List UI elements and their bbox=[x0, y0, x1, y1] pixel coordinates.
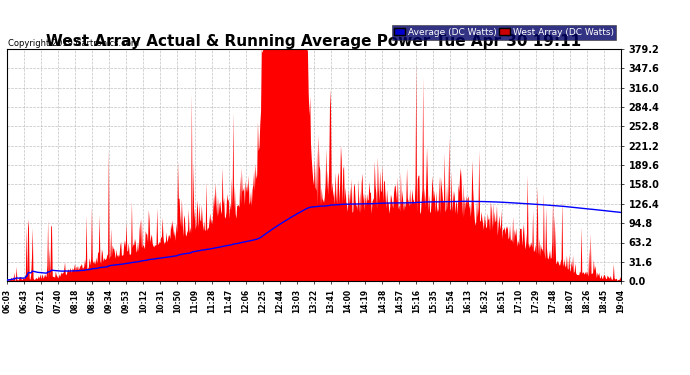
Title: West Array Actual & Running Average Power Tue Apr 30 19:11: West Array Actual & Running Average Powe… bbox=[46, 34, 582, 49]
Legend: Average (DC Watts), West Array (DC Watts): Average (DC Watts), West Array (DC Watts… bbox=[391, 26, 616, 40]
Text: Copyright 2019 Cartronics.com: Copyright 2019 Cartronics.com bbox=[8, 39, 139, 48]
